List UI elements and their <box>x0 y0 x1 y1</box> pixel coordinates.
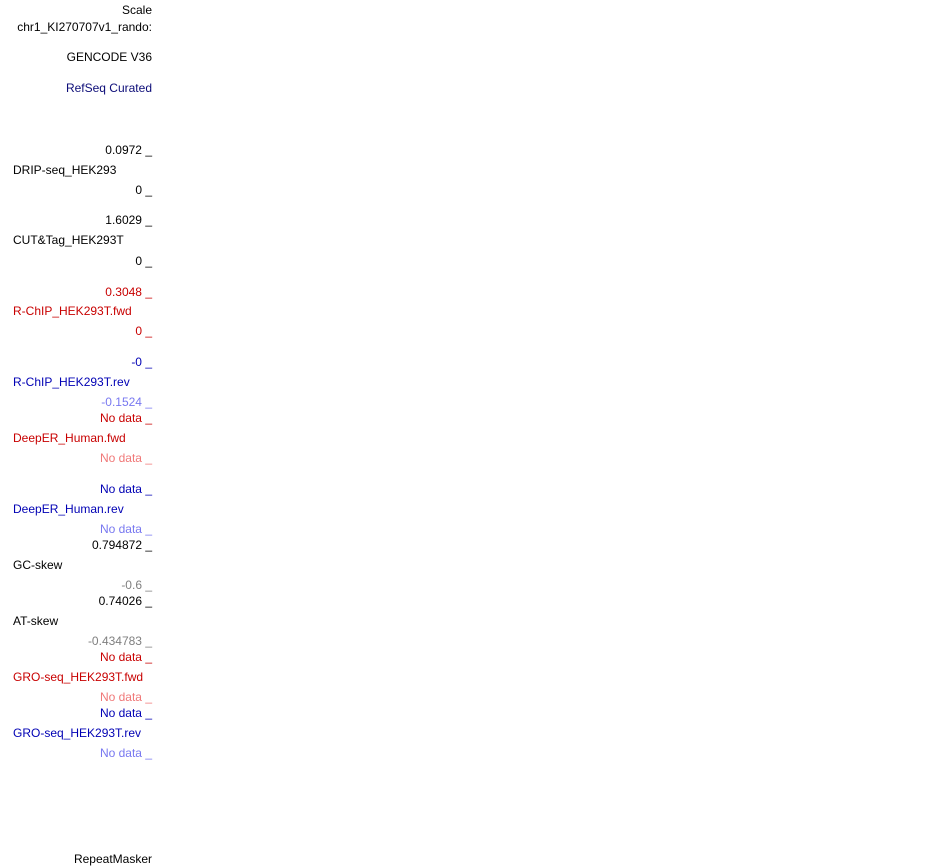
axis-min: 0 _ <box>135 254 152 268</box>
axis-max: 0.3048 _ <box>105 285 152 299</box>
axis-min: -0.434783 _ <box>87 634 152 648</box>
axis-max: No data _ <box>99 411 152 425</box>
axis-min: 0 _ <box>135 183 152 197</box>
track-label: DRIP-seq_HEK293 <box>13 163 117 177</box>
axis-max: No data _ <box>99 482 152 496</box>
track-label: GRO-seq_HEK293T.fwd <box>13 670 144 684</box>
track-label: R-ChIP_HEK293T.fwd <box>13 304 132 318</box>
axis-min: -0.1524 _ <box>101 395 152 409</box>
axis-max: 1.6029 _ <box>105 213 152 227</box>
axis-min: -0.6 _ <box>121 578 152 592</box>
axis-min: No data _ <box>99 522 152 536</box>
chrom-label: chr1_KI270707v1_rando: <box>17 20 152 34</box>
track-label: AT-skew <box>13 614 59 628</box>
track-label: GC-skew <box>13 558 63 572</box>
track-label: GRO-seq_HEK293T.rev <box>13 726 142 740</box>
track-label: RefSeq Curated <box>65 81 152 95</box>
track-label: DeepER_Human.fwd <box>13 431 126 445</box>
axis-max: 0.794872 _ <box>91 538 152 552</box>
axis-max: -0 _ <box>131 355 152 369</box>
axis-min: 0 _ <box>135 324 152 338</box>
axis-max: 0.0972 _ <box>105 143 152 157</box>
axis-min: No data _ <box>99 451 152 465</box>
axis-min: No data _ <box>99 690 152 704</box>
axis-max: 0.74026 _ <box>98 594 152 608</box>
axis-max: No data _ <box>99 706 152 720</box>
axis-min: No data _ <box>99 746 152 760</box>
scale-label: Scale <box>121 3 152 17</box>
axis-max: No data _ <box>99 650 152 664</box>
track-label: R-ChIP_HEK293T.rev <box>13 375 130 389</box>
track-label: DeepER_Human.rev <box>13 502 124 516</box>
track-label: GENCODE V36 <box>66 50 152 64</box>
track-label: RepeatMasker <box>73 852 152 866</box>
track-label: CUT&Tag_HEK293T <box>13 233 124 247</box>
